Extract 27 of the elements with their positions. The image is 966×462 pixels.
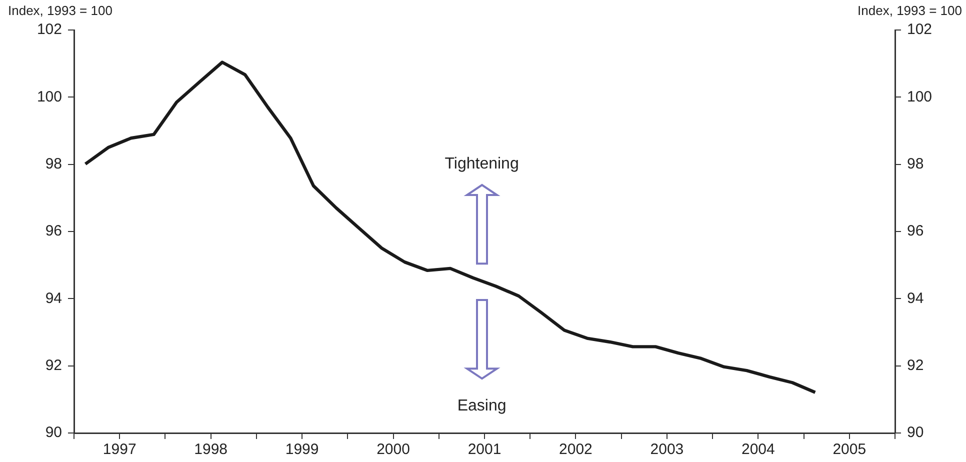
y2-tick-label: 96: [907, 222, 924, 240]
annotation: Tightening: [444, 156, 519, 173]
x-tick-label: 2004: [741, 441, 775, 458]
y-axis-title: Index, 1993 = 100: [8, 3, 112, 18]
x-tick-label: 2005: [832, 441, 866, 458]
y2-tick-label: 94: [907, 290, 924, 307]
y-tick-label: 92: [45, 356, 62, 374]
x-tick-label: 1999: [285, 441, 319, 458]
y-tick-label: 90: [45, 424, 62, 442]
x-tick-label: 2003: [650, 441, 684, 458]
y-tick-label: 98: [45, 155, 62, 172]
x-tick-label: 2002: [559, 441, 592, 458]
x-tick-label: 2000: [376, 441, 410, 458]
x-tick-label: 1997: [102, 441, 136, 458]
x-tick-label: 2001: [468, 441, 502, 458]
y2-tick-label: 92: [907, 356, 924, 374]
y2-tick-label: 100: [907, 88, 932, 106]
y-tick-label: 94: [45, 290, 62, 307]
y2-tick-label: 102: [907, 21, 932, 38]
y2-axis-title: Index, 1993 = 100: [858, 3, 962, 18]
y-tick-label: 100: [36, 88, 62, 106]
annotation: Easing: [457, 397, 506, 414]
y2-tick-label: 98: [907, 155, 924, 172]
y2-tick-label: 90: [907, 424, 924, 442]
y-tick-label: 102: [36, 21, 62, 38]
y-tick-label: 96: [45, 222, 62, 240]
x-tick-label: 1998: [194, 441, 228, 458]
